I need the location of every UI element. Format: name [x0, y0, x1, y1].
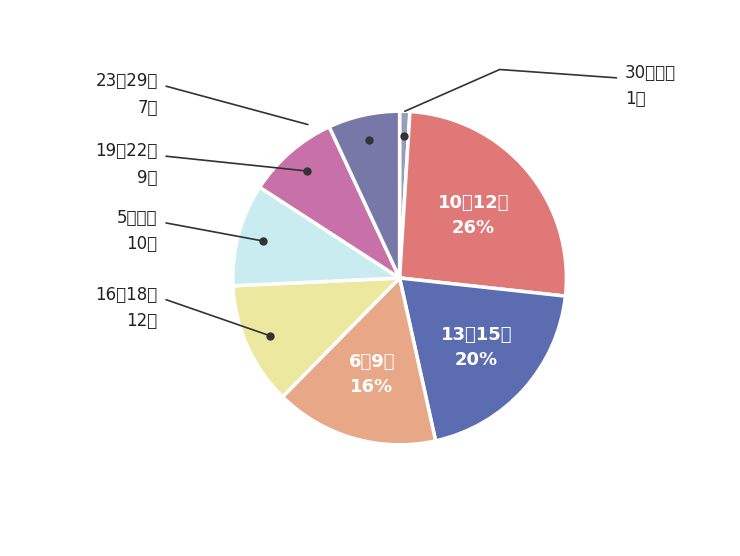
Wedge shape [329, 111, 400, 278]
Wedge shape [400, 278, 565, 441]
Text: 10～12歳
26%: 10～12歳 26% [438, 194, 509, 237]
Text: 5歳未満
10％: 5歳未満 10％ [117, 209, 158, 254]
Text: 16～18歳
12％: 16～18歳 12％ [95, 286, 158, 330]
Wedge shape [260, 127, 400, 278]
Text: 30歳以上
1％: 30歳以上 1％ [625, 64, 676, 108]
Text: 13～15歳
20%: 13～15歳 20% [441, 326, 512, 369]
Wedge shape [400, 112, 566, 296]
Text: 23～29歳
7％: 23～29歳 7％ [95, 72, 158, 117]
Text: 19～22歳
9％: 19～22歳 9％ [95, 142, 158, 187]
Text: 6～9歳
16%: 6～9歳 16% [349, 353, 395, 396]
Wedge shape [233, 187, 400, 286]
Wedge shape [233, 278, 400, 397]
Wedge shape [283, 278, 436, 445]
Wedge shape [400, 111, 410, 278]
